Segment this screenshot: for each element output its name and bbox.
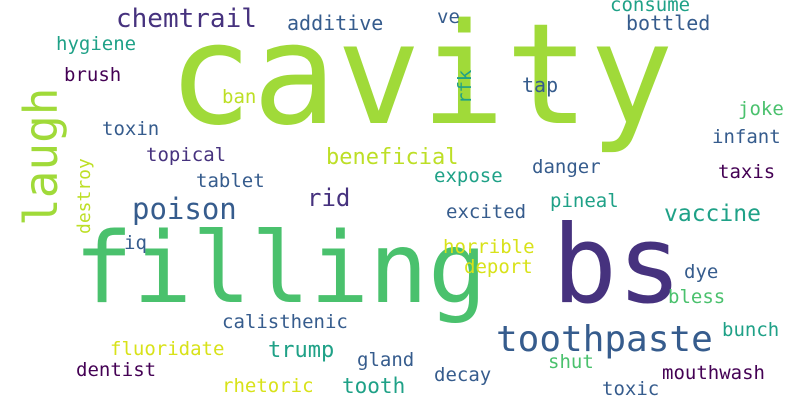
word-decay: decay [434, 364, 492, 386]
word-ban: ban [222, 86, 257, 108]
word-hygiene: hygiene [56, 33, 137, 55]
word-toxic: toxic [602, 378, 660, 400]
word-tap: tap [522, 73, 559, 97]
word-taxis: taxis [718, 161, 776, 183]
word-toxin: toxin [102, 118, 160, 140]
word-brush: brush [64, 64, 122, 86]
word-bs: bs [552, 203, 683, 328]
word-consume: consume [610, 0, 691, 16]
word-toothpaste: toothpaste [496, 319, 713, 360]
word-dentist: dentist [76, 359, 157, 381]
word-shut: shut [548, 351, 594, 373]
word-rid: rid [307, 184, 351, 212]
word-danger: danger [532, 156, 601, 178]
word-poison: poison [132, 192, 237, 226]
word-infant: infant [712, 126, 781, 148]
word-topical: topical [146, 144, 227, 166]
word-joke: joke [738, 98, 784, 120]
word-bunch: bunch [722, 319, 780, 341]
word-trump: trump [268, 338, 335, 363]
word-iq: iq [124, 232, 147, 254]
word-fluoridate: fluoridate [110, 338, 225, 360]
word-gland: gland [357, 349, 415, 371]
word-laugh: laugh [14, 87, 68, 226]
word-filling: filling [74, 212, 488, 326]
word-calisthenic: calisthenic [222, 311, 348, 333]
word-cavity: cavity [168, 0, 674, 157]
word-beneficial: beneficial [326, 145, 459, 170]
word-deport: deport [464, 256, 533, 278]
word-chemtrail: chemtrail [116, 4, 257, 34]
word-tooth: tooth [342, 374, 406, 398]
word-dye: dye [684, 261, 719, 283]
word-excited: excited [446, 201, 527, 223]
word-mouthwash: mouthwash [662, 362, 765, 384]
word-horrible: horrible [443, 236, 535, 258]
word-bless: bless [668, 286, 726, 308]
word-additive: additive [287, 11, 384, 35]
word-bottled: bottled [626, 11, 711, 35]
word-rfk: rfk [454, 69, 476, 104]
word-pineal: pineal [550, 190, 619, 212]
word-expose: expose [434, 165, 503, 187]
word-ve: ve [437, 6, 460, 28]
word-tablet: tablet [196, 170, 265, 192]
word-destroy: destroy [74, 158, 95, 234]
word-vaccine: vaccine [664, 201, 761, 227]
word-rhetoric: rhetoric [222, 375, 314, 397]
